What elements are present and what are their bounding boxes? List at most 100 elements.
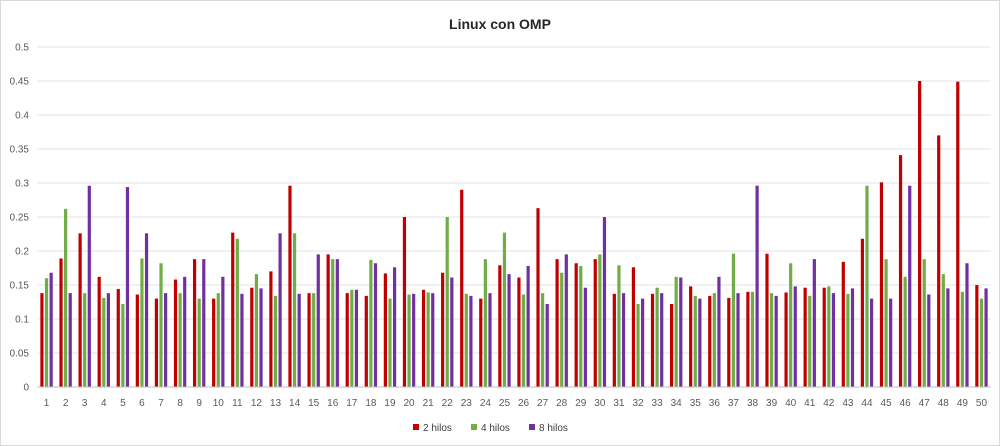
x-tick-label: 14 xyxy=(289,398,301,409)
bar-4-hilos-2 xyxy=(64,208,68,387)
bar-2-hilos-3 xyxy=(78,233,82,387)
bar-4-hilos-44 xyxy=(865,185,869,387)
x-tick-label: 49 xyxy=(957,398,969,409)
x-tick-label: 12 xyxy=(251,398,263,409)
bar-4-hilos-27 xyxy=(541,293,545,387)
bar-2-hilos-21 xyxy=(421,289,426,387)
x-tick-label: 40 xyxy=(785,398,797,409)
x-tick-label: 20 xyxy=(403,398,415,409)
x-tick-label: 23 xyxy=(461,398,473,409)
bar-2-hilos-36 xyxy=(708,295,712,387)
bar-4-hilos-24 xyxy=(483,259,487,387)
bar-2-hilos-41 xyxy=(803,287,807,387)
bar-8-hilos-25 xyxy=(507,274,511,387)
bar-8-hilos-3 xyxy=(87,185,91,387)
bar-4-hilos-14 xyxy=(292,233,297,387)
bar-8-hilos-45 xyxy=(889,298,893,387)
bar-4-hilos-45 xyxy=(884,259,888,387)
bar-2-hilos-33 xyxy=(650,293,655,387)
bar-8-hilos-9 xyxy=(202,259,206,387)
bar-2-hilos-37 xyxy=(727,297,731,387)
bar-2-hilos-48 xyxy=(937,135,941,387)
bar-8-hilos-19 xyxy=(392,267,397,387)
x-tick-label: 2 xyxy=(63,398,69,409)
x-axis-ticks: 1 2 3 4 5 6 7 8 9 10 11 12 13 14 15 16 17 18 19 20 21 22 23 24 2… xyxy=(44,398,988,409)
bar-8-hilos-46 xyxy=(908,185,912,387)
bar-8-hilos-7 xyxy=(164,293,168,387)
legend-label: 8 hilos xyxy=(539,423,568,434)
bar-8-hilos-1 xyxy=(49,272,53,387)
bar-2-hilos-12 xyxy=(250,287,254,387)
x-tick-label: 36 xyxy=(709,398,721,409)
x-tick-label: 9 xyxy=(196,398,202,409)
bar-4-hilos-26 xyxy=(521,294,526,387)
y-axis-ticks: 0 0.05 0.1 0.15 0.2 0.25 0.3 0.35 0.4 0.45 0.5 xyxy=(10,43,30,394)
bar-2-hilos-47 xyxy=(918,81,922,387)
bar-4-hilos-31 xyxy=(617,265,621,387)
x-tick-label: 43 xyxy=(842,398,854,409)
bar-4-hilos-38 xyxy=(750,291,755,387)
bar-2-hilos-2 xyxy=(59,258,63,387)
bar-4-hilos-33 xyxy=(655,287,659,387)
bar-4-hilos-42 xyxy=(827,286,831,387)
x-tick-label: 6 xyxy=(139,398,145,409)
bar-2-hilos-10 xyxy=(212,298,216,387)
bar-8-hilos-4 xyxy=(106,293,110,387)
bar-8-hilos-27 xyxy=(545,304,549,387)
bar-4-hilos-39 xyxy=(769,293,774,387)
legend-label: 2 hilos xyxy=(423,423,452,434)
bar-2-hilos-26 xyxy=(517,277,521,387)
bar-4-hilos-49 xyxy=(960,291,964,387)
bar-4-hilos-40 xyxy=(789,263,793,387)
x-tick-label: 39 xyxy=(766,398,778,409)
bar-4-hilos-11 xyxy=(235,238,239,387)
x-tick-label: 45 xyxy=(880,398,892,409)
bar-4-hilos-12 xyxy=(254,274,259,387)
bar-2-hilos-4 xyxy=(97,276,101,387)
bar-2-hilos-9 xyxy=(192,259,197,387)
bar-4-hilos-35 xyxy=(693,295,697,387)
bar-2-hilos-46 xyxy=(898,155,903,387)
bar-8-hilos-26 xyxy=(526,265,530,387)
x-tick-label: 29 xyxy=(575,398,587,409)
x-tick-label: 11 xyxy=(232,398,243,409)
bar-8-hilos-5 xyxy=(125,187,130,387)
x-tick-label: 32 xyxy=(632,398,644,409)
bar-8-hilos-14 xyxy=(297,293,301,387)
bar-2-hilos-32 xyxy=(631,267,636,387)
x-tick-label: 31 xyxy=(613,398,625,409)
bar-2-hilos-31 xyxy=(612,293,616,387)
bar-8-hilos-35 xyxy=(698,298,702,387)
bar-2-hilos-11 xyxy=(231,232,235,387)
y-tick-label: 0.4 xyxy=(15,111,29,122)
y-tick-label: 0.2 xyxy=(15,247,29,258)
bar-8-hilos-33 xyxy=(660,293,664,387)
x-tick-label: 44 xyxy=(861,398,873,409)
bar-2-hilos-42 xyxy=(822,287,826,387)
bar-8-hilos-17 xyxy=(354,289,359,387)
bar-4-hilos-17 xyxy=(350,289,354,387)
x-tick-label: 18 xyxy=(365,398,377,409)
bar-8-hilos-23 xyxy=(469,295,473,387)
y-tick-label: 0.05 xyxy=(10,349,30,360)
legend-swatch xyxy=(471,424,477,430)
legend-item: 8 hilos xyxy=(529,423,568,434)
bar-2-hilos-8 xyxy=(173,279,178,387)
bar-4-hilos-25 xyxy=(502,232,507,387)
bar-2-hilos-5 xyxy=(116,289,120,387)
bar-4-hilos-10 xyxy=(216,293,220,387)
bar-4-hilos-21 xyxy=(426,292,430,387)
bar-2-hilos-27 xyxy=(536,208,540,387)
x-tick-label: 15 xyxy=(308,398,320,409)
x-tick-label: 41 xyxy=(804,398,816,409)
bars xyxy=(40,81,988,388)
legend-item: 4 hilos xyxy=(471,423,510,434)
x-tick-label: 47 xyxy=(919,398,931,409)
bar-8-hilos-43 xyxy=(850,288,855,387)
bar-8-hilos-47 xyxy=(927,294,931,387)
x-tick-label: 16 xyxy=(327,398,339,409)
bar-4-hilos-34 xyxy=(674,276,678,387)
bar-2-hilos-24 xyxy=(479,298,483,387)
bar-4-hilos-47 xyxy=(922,259,926,387)
y-tick-label: 0.25 xyxy=(10,213,30,224)
